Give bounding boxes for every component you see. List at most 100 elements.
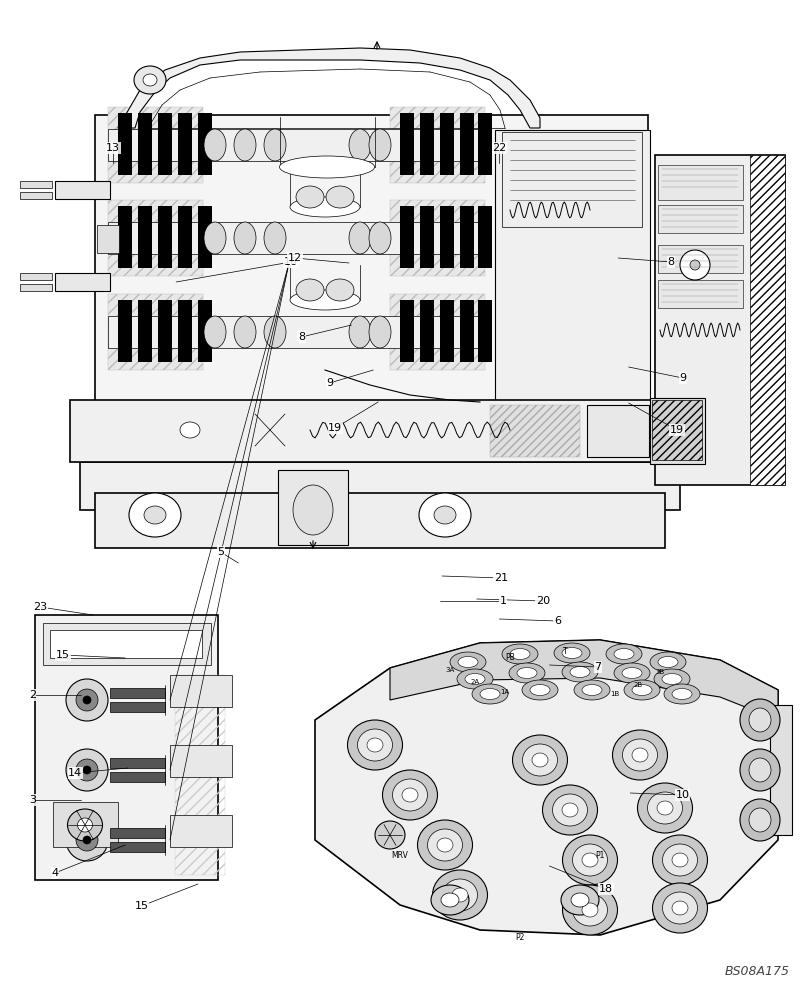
Ellipse shape	[326, 186, 354, 208]
Ellipse shape	[465, 674, 485, 684]
Text: 2B: 2B	[633, 682, 642, 688]
Text: 3B: 3B	[655, 669, 665, 675]
Ellipse shape	[419, 493, 471, 537]
Bar	[420, 206, 434, 268]
Text: 21: 21	[494, 573, 508, 583]
Ellipse shape	[582, 684, 602, 696]
Ellipse shape	[480, 688, 500, 700]
Bar	[198, 300, 212, 362]
Ellipse shape	[234, 129, 256, 161]
Ellipse shape	[510, 648, 530, 660]
Bar	[390, 107, 485, 183]
Ellipse shape	[522, 680, 558, 700]
Bar	[178, 206, 192, 268]
Ellipse shape	[574, 680, 610, 700]
Ellipse shape	[76, 759, 98, 781]
Ellipse shape	[290, 197, 360, 217]
Text: 9: 9	[680, 373, 686, 383]
Bar	[460, 113, 474, 175]
Ellipse shape	[653, 835, 708, 885]
Ellipse shape	[740, 799, 780, 841]
Ellipse shape	[326, 279, 354, 301]
Ellipse shape	[632, 748, 648, 762]
Ellipse shape	[349, 129, 371, 161]
Ellipse shape	[663, 892, 697, 924]
Bar	[118, 206, 132, 268]
Ellipse shape	[66, 749, 108, 791]
Bar	[138, 206, 152, 268]
Bar	[178, 113, 192, 175]
Text: MRV: MRV	[392, 851, 408, 860]
Bar	[770, 705, 792, 835]
Ellipse shape	[264, 222, 286, 254]
Bar	[110, 702, 165, 712]
Bar	[502, 132, 642, 227]
Ellipse shape	[622, 739, 658, 771]
Bar	[175, 675, 225, 875]
Bar	[460, 300, 474, 362]
Ellipse shape	[369, 129, 391, 161]
Ellipse shape	[647, 792, 683, 824]
Bar	[490, 405, 580, 457]
Bar	[108, 316, 488, 348]
Bar	[198, 206, 212, 268]
Text: 7: 7	[595, 662, 601, 672]
Ellipse shape	[606, 644, 642, 664]
Ellipse shape	[573, 844, 608, 876]
Bar	[440, 206, 454, 268]
Bar	[110, 772, 165, 782]
Bar	[53, 802, 118, 847]
Ellipse shape	[658, 656, 678, 668]
Bar	[178, 300, 192, 362]
Ellipse shape	[280, 156, 374, 178]
Ellipse shape	[657, 801, 673, 815]
Bar	[158, 113, 172, 175]
Ellipse shape	[570, 666, 590, 678]
Bar	[478, 300, 492, 362]
Ellipse shape	[562, 803, 578, 817]
Ellipse shape	[561, 885, 599, 915]
Bar	[170, 745, 232, 777]
Bar	[138, 113, 152, 175]
Text: 8: 8	[298, 332, 305, 342]
Bar	[158, 300, 172, 362]
Text: 1A: 1A	[500, 689, 510, 695]
Bar	[460, 206, 474, 268]
Ellipse shape	[204, 316, 226, 348]
Ellipse shape	[66, 679, 108, 721]
Ellipse shape	[144, 506, 166, 524]
Bar	[478, 206, 492, 268]
Ellipse shape	[690, 260, 700, 270]
Ellipse shape	[76, 689, 98, 711]
Ellipse shape	[749, 708, 771, 732]
Text: 19: 19	[670, 425, 684, 435]
Ellipse shape	[418, 820, 473, 870]
Text: 3A: 3A	[445, 667, 455, 673]
Text: 9: 9	[326, 378, 333, 388]
Ellipse shape	[573, 894, 608, 926]
Text: 2: 2	[29, 690, 36, 700]
Ellipse shape	[441, 893, 459, 907]
Ellipse shape	[437, 838, 453, 852]
Text: 18: 18	[599, 884, 613, 894]
Ellipse shape	[427, 829, 462, 861]
Ellipse shape	[638, 783, 692, 833]
Ellipse shape	[296, 279, 324, 301]
Polygon shape	[390, 640, 778, 720]
Ellipse shape	[234, 316, 256, 348]
Ellipse shape	[632, 684, 652, 696]
Ellipse shape	[740, 749, 780, 791]
Bar	[440, 113, 454, 175]
Text: 8: 8	[667, 257, 674, 267]
Ellipse shape	[562, 835, 617, 885]
Ellipse shape	[542, 785, 597, 835]
Ellipse shape	[664, 684, 700, 704]
Bar	[35, 615, 218, 880]
Bar	[400, 300, 414, 362]
Ellipse shape	[530, 684, 550, 696]
Ellipse shape	[180, 422, 200, 438]
Ellipse shape	[234, 222, 256, 254]
Bar	[20, 192, 52, 199]
Ellipse shape	[393, 779, 427, 811]
Ellipse shape	[204, 222, 226, 254]
